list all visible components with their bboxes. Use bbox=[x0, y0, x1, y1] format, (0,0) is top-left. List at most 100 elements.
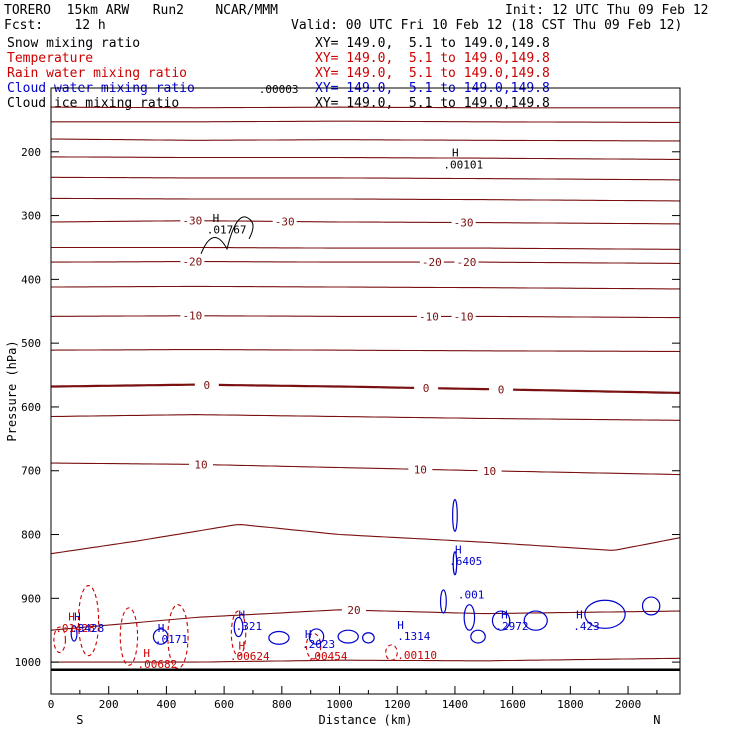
rain-water-contour bbox=[230, 610, 247, 657]
cloud-water-contour bbox=[584, 599, 626, 629]
isotherm-line bbox=[50, 315, 680, 319]
isotherm-label-bg bbox=[414, 382, 439, 395]
cloud-water-contour bbox=[641, 596, 661, 616]
contour-annotation: H bbox=[455, 544, 462, 557]
plot-frame bbox=[50, 87, 681, 695]
x-tick-label: 600 bbox=[214, 698, 234, 711]
contour-annotation: .0171 bbox=[155, 633, 188, 646]
isotherm-line bbox=[50, 414, 680, 421]
isotherm-line bbox=[50, 348, 681, 353]
contour-annotation: .001 bbox=[458, 588, 485, 601]
isotherm-label-bg bbox=[489, 383, 514, 396]
x-tick-label: 0 bbox=[48, 698, 55, 711]
isotherm-line bbox=[51, 156, 680, 160]
cloud-water-contour bbox=[337, 629, 359, 644]
contour-annotation: .2023 bbox=[302, 638, 335, 651]
isotherm-label: 20 bbox=[347, 604, 360, 617]
contour-annotation: .6405 bbox=[449, 555, 482, 568]
contour-annotation: .1314 bbox=[397, 630, 430, 643]
rain-water-contour bbox=[77, 585, 100, 657]
y-tick-label: 1000 bbox=[15, 656, 42, 669]
contour-annotation: .2972 bbox=[495, 620, 528, 633]
x-tick-label: 1000 bbox=[326, 698, 353, 711]
legend-snow-xy: XY= 149.0, 5.1 to 149.0,149.8 bbox=[315, 36, 550, 51]
header-title-line: TORERO 15km ARW Run2 NCAR/MMM bbox=[4, 3, 278, 18]
isotherm-label: 0 bbox=[203, 379, 210, 392]
header-valid: Valid: 00 UTC Fri 10 Feb 12 (18 CST Thu … bbox=[291, 18, 683, 33]
y-tick-label: 300 bbox=[21, 210, 41, 223]
x-tick-label: 1200 bbox=[384, 698, 411, 711]
isotherm-line bbox=[50, 106, 680, 109]
contour-annotation: H bbox=[74, 611, 81, 624]
contour-annotation: H bbox=[239, 639, 246, 652]
isotherm-label: -20 bbox=[422, 256, 442, 269]
x-end-label-right: N bbox=[653, 713, 660, 727]
contour-annotation: H bbox=[213, 212, 220, 225]
cloud-water-contour bbox=[452, 551, 458, 576]
contour-annotation: .00624 bbox=[230, 650, 270, 663]
isotherm-label-bg bbox=[419, 256, 444, 269]
isotherm-line bbox=[51, 120, 680, 123]
y-tick-label: 500 bbox=[21, 337, 41, 350]
isotherm-label-bg bbox=[272, 215, 297, 228]
legend-temperature-xy: XY= 149.0, 5.1 to 149.0,149.8 bbox=[315, 51, 550, 66]
x-tick-label: 800 bbox=[272, 698, 292, 711]
cloud-water-contour bbox=[268, 630, 290, 645]
isotherm-label: 10 bbox=[414, 463, 427, 476]
header-init: Init: 12 UTC Thu 09 Feb 12 bbox=[505, 3, 709, 18]
isotherm-label: -10 bbox=[182, 310, 202, 323]
legend-snow-label: Snow mixing ratio bbox=[7, 36, 141, 51]
isotherm-label-bg bbox=[408, 463, 433, 476]
isotherm-line bbox=[50, 524, 681, 555]
rain-water-contour bbox=[385, 644, 398, 661]
contour-annotation: H bbox=[397, 619, 404, 632]
legend-temperature-label: Temperature bbox=[7, 51, 94, 66]
cloud-water-contour bbox=[439, 589, 447, 614]
isotherm-label-bg bbox=[189, 458, 214, 471]
isotherm-label: 0 bbox=[423, 382, 430, 395]
isotherm-label-bg bbox=[180, 255, 205, 268]
y-tick-label: 800 bbox=[21, 529, 41, 542]
isotherm-label: -10 bbox=[419, 310, 439, 323]
cloud-water-contour bbox=[470, 629, 486, 644]
contour-annotation: .00003 bbox=[259, 83, 299, 96]
rain-water-contour bbox=[167, 604, 189, 670]
cloud-water-contour bbox=[463, 604, 476, 631]
y-tick-label: 900 bbox=[21, 592, 41, 605]
isotherm-label-bg bbox=[341, 604, 366, 617]
contour-annotation: H bbox=[239, 609, 246, 622]
isotherm-label: -30 bbox=[275, 215, 295, 228]
contour-annotation: H bbox=[576, 609, 583, 622]
isotherm-label-bg bbox=[194, 378, 219, 391]
isotherm-label: 10 bbox=[483, 465, 496, 478]
y-tick-label: 200 bbox=[21, 146, 41, 159]
cloud-water-contour bbox=[362, 632, 375, 644]
y-tick-label: 400 bbox=[21, 273, 41, 286]
isotherm-line bbox=[51, 285, 680, 290]
contour-annotation: .01767 bbox=[207, 223, 247, 236]
rain-water-contour bbox=[305, 632, 322, 660]
x-tick-label: 1800 bbox=[557, 698, 584, 711]
isotherm-label-bg bbox=[477, 464, 502, 477]
isotherm-line bbox=[51, 260, 680, 264]
isotherm-label: 0 bbox=[498, 383, 505, 396]
isotherm-line bbox=[51, 657, 681, 663]
y-tick-label: 700 bbox=[21, 465, 41, 478]
x-tick-label: 400 bbox=[156, 698, 176, 711]
isotherm-line bbox=[51, 383, 681, 394]
isotherm-label: -20 bbox=[457, 256, 477, 269]
x-end-label-left: S bbox=[76, 713, 83, 727]
isotherm-label-bg bbox=[451, 310, 476, 323]
isotherm-line bbox=[51, 197, 680, 202]
rain-water-contour bbox=[119, 607, 139, 666]
isotherm-label-bg bbox=[454, 256, 479, 269]
contour-annotation: .00110 bbox=[397, 649, 437, 662]
contour-annotation: H bbox=[452, 146, 459, 159]
cloud-ice-contour bbox=[200, 216, 254, 255]
contour-annotation: H bbox=[158, 622, 165, 635]
isotherm-line bbox=[51, 462, 681, 476]
contour-annotation: H bbox=[305, 628, 312, 641]
legend-rain-label: Rain water mixing ratio bbox=[7, 66, 188, 81]
cloud-water-contour bbox=[523, 610, 548, 631]
